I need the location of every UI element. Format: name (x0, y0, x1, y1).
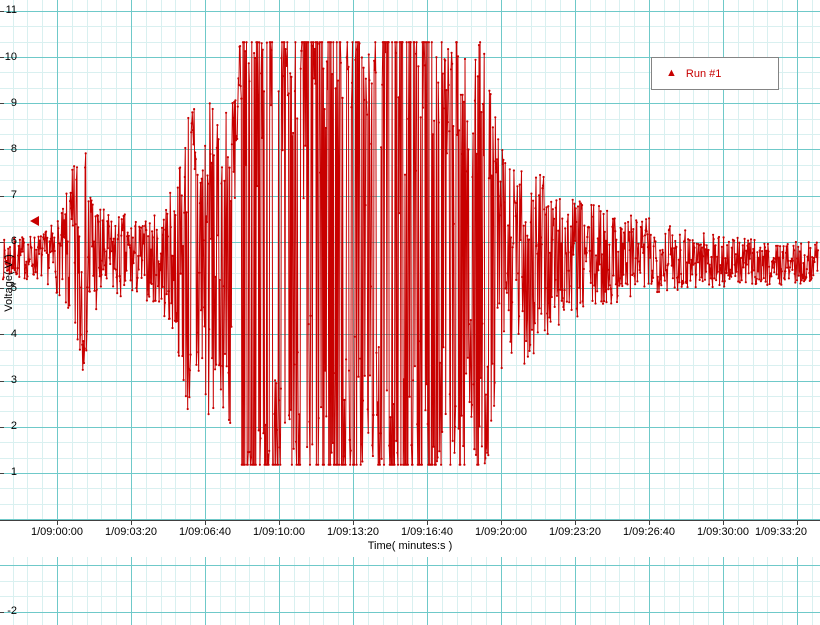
x-tick-label: 1/09:00:00 (31, 526, 83, 538)
y-tick-label: 2 (10, 420, 17, 433)
run-marker-icon: ▲ (666, 67, 677, 79)
y-tick-label: 10 (4, 50, 17, 63)
y-tick-label: 1 (10, 466, 17, 479)
x-tick-label: 1/09:33:20 (755, 526, 807, 538)
y-tick-label: 6 (10, 235, 17, 248)
y-tick-label: 9 (10, 96, 17, 109)
signal-points (1, 41, 820, 466)
legend-run-label: Run #1 (685, 67, 722, 80)
x-tick-label: 1/09:30:00 (697, 526, 749, 538)
y-tick-label: 3 (10, 374, 17, 387)
y-tick-label: 11 (5, 4, 17, 17)
x-tick-mark (797, 521, 798, 525)
x-tick-mark (427, 521, 428, 525)
x-tick-mark (205, 521, 206, 525)
x-tick-label: 1/09:13:20 (327, 526, 379, 538)
y-tick-marks (0, 11, 4, 613)
x-tick-mark (501, 521, 502, 525)
x-tick-label: 1/09:23:20 (549, 526, 601, 538)
y-tick-label: 7 (10, 189, 17, 202)
x-tick-mark (649, 521, 650, 525)
y-tick-label: -2 (7, 605, 17, 618)
x-tick-mark (723, 521, 724, 525)
x-axis-title: Time( minutes:s ) (367, 540, 453, 552)
x-tick-label: 1/09:10:00 (253, 526, 305, 538)
x-tick-label: 1/09:06:40 (179, 526, 231, 538)
x-tick-label: 1/09:26:40 (623, 526, 675, 538)
x-tick-mark (131, 521, 132, 525)
x-tick-mark (575, 521, 576, 525)
y-axis-title-text: Voltage( V ) (3, 254, 15, 312)
x-tick-label: 1/09:20:00 (475, 526, 527, 538)
x-axis-strip[interactable]: 1/09:00:00 1/09:03:20 1/09:06:40 1/09:10:00… (0, 520, 820, 557)
current-value-indicator-icon[interactable] (30, 216, 39, 227)
y-tick-label: 8 (10, 142, 17, 155)
x-tick-label: 1/09:16:40 (401, 526, 453, 538)
x-tick-label: 1/09:03:20 (105, 526, 157, 538)
y-tick-label: 5 (10, 281, 17, 294)
x-tick-mark (279, 521, 280, 525)
legend[interactable]: ▲ Run #1 (651, 57, 779, 90)
x-tick-mark (57, 521, 58, 525)
y-tick-label: 4 (10, 327, 17, 340)
x-tick-mark (353, 521, 354, 525)
